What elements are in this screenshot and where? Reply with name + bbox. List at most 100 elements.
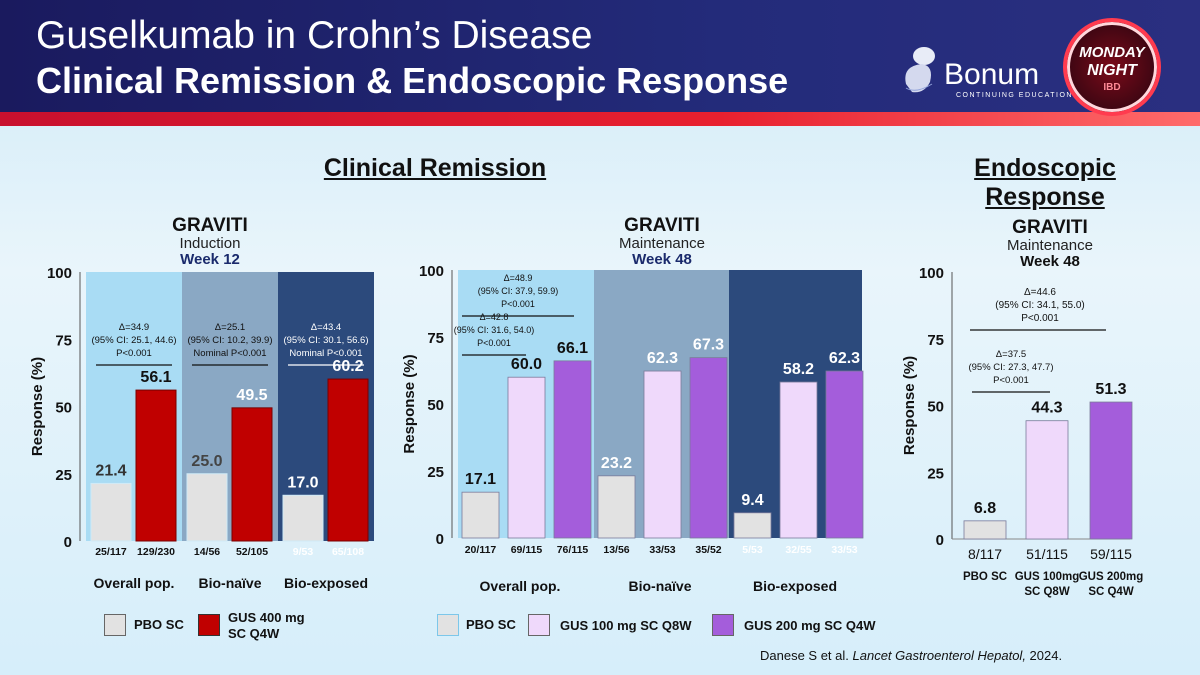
c2-bar-1-1 bbox=[643, 370, 682, 539]
c1-bar-0-0 bbox=[90, 482, 132, 542]
header-banner bbox=[0, 0, 1200, 118]
c2-n-2-0: 5/53 bbox=[742, 544, 763, 556]
legend-c2-gus100-swatch bbox=[528, 614, 550, 636]
c3-annot-0-2: P<0.001 bbox=[1021, 313, 1059, 324]
c1-annot-0-1: (95% CI: 25.1, 44.6) bbox=[91, 335, 176, 346]
c1-value-1-0: 25.0 bbox=[191, 453, 222, 470]
c1-annot-0-0: Δ=34.9 bbox=[119, 322, 149, 333]
c3-cat-2-a: GUS 200mg bbox=[1079, 571, 1144, 583]
c2-value-1-2: 67.3 bbox=[693, 337, 724, 354]
c3-bar-0 bbox=[963, 520, 1007, 540]
c2-bar-1-2 bbox=[689, 357, 728, 539]
c2-bar-2-0 bbox=[733, 512, 772, 539]
c3-ytick-0: 0 bbox=[936, 532, 944, 549]
c3-n-2: 59/115 bbox=[1090, 546, 1132, 562]
c2-bar-1-0 bbox=[597, 475, 636, 539]
c3-annot-0-1: (95% CI: 34.1, 55.0) bbox=[995, 300, 1085, 311]
c3-bar-1 bbox=[1025, 420, 1069, 540]
c2-ytick-4: 100 bbox=[419, 263, 444, 280]
legend-c2-pbo-swatch bbox=[437, 614, 459, 636]
c2-ylabel: Response (%) bbox=[401, 354, 418, 453]
c1-group-0: Overall pop. bbox=[94, 575, 175, 591]
c1-value-0-0: 21.4 bbox=[95, 462, 126, 479]
c2-value-2-0: 9.4 bbox=[741, 492, 763, 509]
c2-ytick-2: 50 bbox=[427, 397, 444, 414]
c1-annot-1-2: Nominal P<0.001 bbox=[193, 348, 266, 359]
c2-value-0-0: 17.1 bbox=[465, 471, 496, 488]
c1-n-1-1: 52/105 bbox=[236, 546, 268, 558]
c2-n-0-1: 69/115 bbox=[511, 544, 543, 556]
c2-value-0-1: 60.0 bbox=[511, 356, 542, 373]
c1-n-2-0: 9/53 bbox=[293, 546, 314, 558]
c1-group-1: Bio-naïve bbox=[198, 575, 261, 591]
monday-night-badge bbox=[1063, 18, 1161, 116]
c3-n-0: 8/117 bbox=[968, 546, 1002, 562]
c2-value-2-2: 62.3 bbox=[829, 350, 860, 367]
c2-value-2-1: 58.2 bbox=[783, 361, 814, 378]
clinical-remission-title: Clinical Remission bbox=[323, 154, 547, 182]
c2-bar-2-2 bbox=[825, 370, 864, 539]
badge-line-3: IBD bbox=[1103, 82, 1121, 93]
c3-value-1: 44.3 bbox=[1031, 400, 1062, 417]
c1-annot-2-1: (95% CI: 30.1, 56.6) bbox=[283, 335, 368, 346]
c1-value-0-1: 56.1 bbox=[140, 369, 171, 386]
c3-annot-1-2: P<0.001 bbox=[993, 375, 1029, 386]
bonum-logo-icon bbox=[905, 47, 935, 93]
c2-group-1: Bio-naïve bbox=[628, 578, 691, 594]
c2-ytick-0: 0 bbox=[436, 531, 444, 548]
c1-n-0-0: 25/117 bbox=[95, 546, 127, 558]
c1-annot-0-2: P<0.001 bbox=[116, 348, 152, 359]
c1-nrow bbox=[86, 541, 374, 561]
c2-annot-0-0: Δ=48.9 bbox=[504, 273, 533, 283]
c1-n-0-1: 129/230 bbox=[137, 546, 175, 558]
c2-annot-0-2: P<0.001 bbox=[501, 299, 535, 309]
c1-ytick-1: 25 bbox=[55, 467, 72, 484]
c1-bar-1-0 bbox=[186, 473, 228, 542]
citation-authors: Danese S et al. bbox=[760, 648, 853, 663]
c1-annot-2-0: Δ=43.4 bbox=[311, 322, 341, 333]
chart3-week: Week 48 bbox=[1020, 253, 1080, 270]
legend-c2-pbo-label: PBO SC bbox=[466, 617, 516, 632]
c2-n-1-2: 35/52 bbox=[695, 544, 721, 556]
c3-value-2: 51.3 bbox=[1095, 381, 1126, 398]
c3-ylabel: Response (%) bbox=[901, 356, 918, 455]
c2-n-0-0: 20/117 bbox=[465, 544, 497, 556]
c1-annot-2-2: Nominal P<0.001 bbox=[289, 348, 362, 359]
c1-bar-2-1 bbox=[327, 378, 369, 542]
c1-n-1-0: 14/56 bbox=[194, 546, 220, 558]
c1-bar-2-0 bbox=[282, 494, 324, 542]
c1-ylabel: Response (%) bbox=[29, 357, 46, 456]
chart2-study: GRAVITI bbox=[624, 215, 700, 236]
c2-annot-0-1: (95% CI: 37.9, 59.9) bbox=[478, 286, 559, 296]
c3-annot-1-0: Δ=37.5 bbox=[996, 349, 1026, 360]
c3-ytick-1: 25 bbox=[927, 465, 944, 482]
c3-ytick-2: 50 bbox=[927, 399, 944, 416]
c1-n-2-1: 65/108 bbox=[332, 546, 364, 558]
chart2-phase: Maintenance bbox=[619, 235, 705, 252]
c1-ytick-2: 50 bbox=[55, 400, 72, 417]
chart1-week: Week 12 bbox=[180, 251, 240, 268]
c2-n-2-2: 33/53 bbox=[831, 544, 857, 556]
citation: Danese S et al. Lancet Gastroenterol Hep… bbox=[760, 648, 1062, 663]
c3-cat-0-a: PBO SC bbox=[963, 571, 1007, 583]
chart2-heading: GRAVITI Maintenance Week 48 bbox=[562, 215, 762, 269]
c2-annot-1-1: (95% CI: 31.6, 54.0) bbox=[454, 325, 535, 335]
c2-annot-1-0: Δ=42.8 bbox=[480, 312, 509, 322]
badge-line-1: MONDAY bbox=[1079, 44, 1145, 61]
chart3-study: GRAVITI bbox=[1012, 217, 1088, 238]
c1-annot-1-0: Δ=25.1 bbox=[215, 322, 245, 333]
c2-n-0-2: 76/115 bbox=[557, 544, 589, 556]
c2-bar-0-0 bbox=[461, 491, 500, 539]
endoscopic-response-title: Endoscopic Response bbox=[974, 154, 1116, 211]
c3-annot-0-0: Δ=44.6 bbox=[1024, 287, 1056, 298]
c1-value-2-1: 60.2 bbox=[332, 358, 363, 375]
c1-group-2: Bio-exposed bbox=[284, 575, 368, 591]
c3-ytick-4: 100 bbox=[919, 265, 944, 282]
c2-bar-0-1 bbox=[507, 376, 546, 539]
brand-name: Bonum bbox=[944, 58, 1040, 91]
c2-n-1-0: 13/56 bbox=[603, 544, 629, 556]
header-stripe bbox=[0, 112, 1200, 126]
c1-ytick-0: 0 bbox=[64, 534, 72, 551]
c3-value-0: 6.8 bbox=[974, 500, 996, 517]
